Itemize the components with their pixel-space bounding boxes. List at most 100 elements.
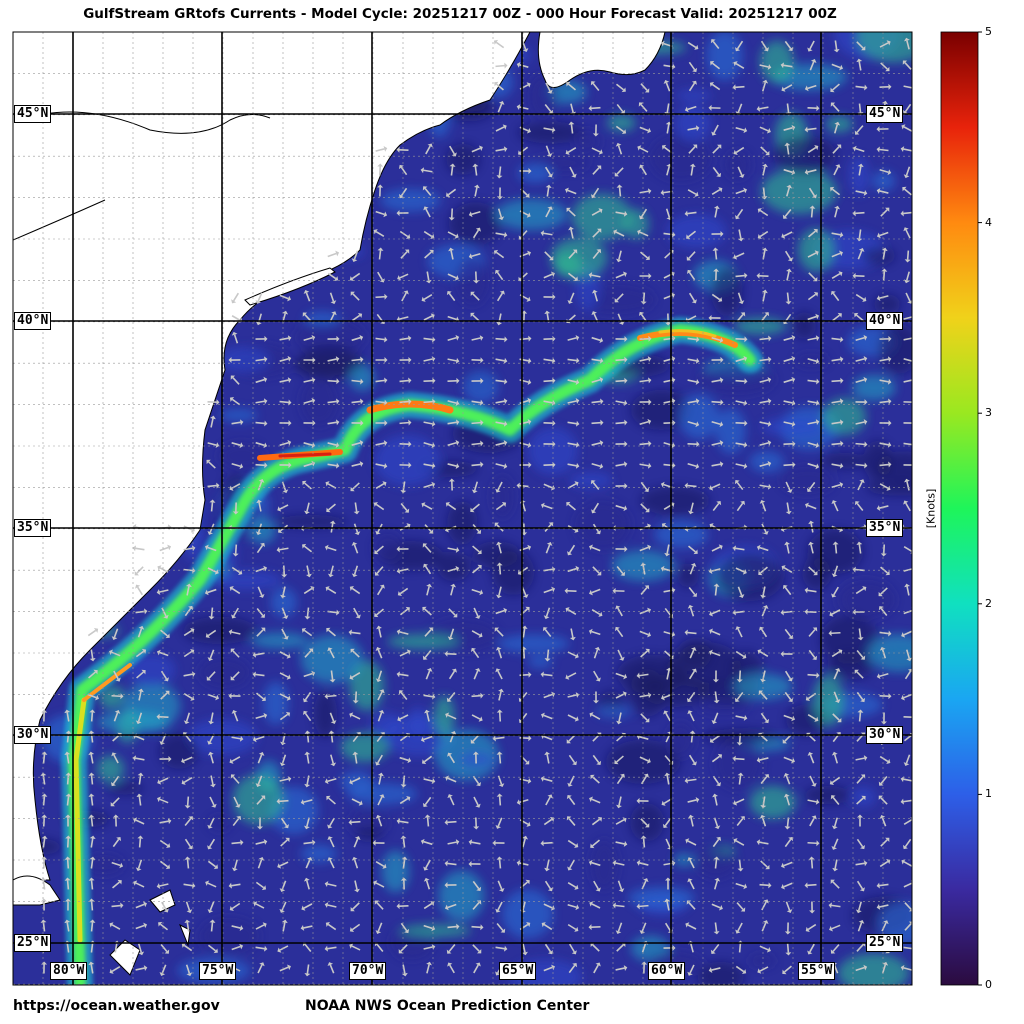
current-arrow — [183, 545, 196, 552]
current-arrow — [856, 58, 863, 71]
current-arrow — [280, 837, 290, 847]
current-arrow — [88, 751, 95, 764]
current-arrow — [687, 462, 700, 470]
current-arrow — [567, 692, 580, 698]
current-arrow — [496, 923, 506, 933]
current-arrow — [688, 502, 694, 515]
current-arrow — [303, 334, 316, 341]
current-arrow — [327, 442, 340, 448]
current-arrow — [855, 462, 868, 469]
current-arrow — [591, 289, 599, 302]
current-arrow — [302, 691, 312, 703]
current-arrow — [252, 671, 265, 678]
current-arrow — [516, 482, 529, 489]
current-arrow — [735, 40, 744, 52]
lon-label-60: 60°W — [648, 962, 686, 980]
current-arrow — [471, 377, 484, 384]
current-arrow — [808, 228, 818, 238]
current-arrow — [878, 606, 888, 617]
current-arrow — [229, 902, 241, 911]
current-arrow — [207, 944, 218, 954]
current-arrow — [110, 775, 120, 787]
current-arrow — [303, 877, 310, 890]
current-arrow — [422, 606, 432, 616]
current-arrow — [279, 754, 287, 767]
current-arrow — [304, 607, 311, 620]
current-arrow — [184, 838, 193, 850]
current-arrow — [688, 814, 694, 827]
current-arrow — [349, 943, 361, 951]
current-arrow — [375, 377, 388, 384]
current-arrow — [445, 775, 457, 783]
current-arrow — [904, 902, 912, 912]
current-arrow — [516, 799, 529, 806]
current-arrow — [327, 647, 335, 659]
current-arrow — [688, 80, 697, 92]
current-arrow — [448, 478, 455, 491]
current-arrow — [569, 628, 576, 641]
current-arrow — [449, 145, 457, 157]
colorbar-tick-2: 2 — [985, 597, 992, 610]
current-arrow — [65, 898, 72, 911]
current-arrow — [613, 229, 625, 237]
current-arrow — [256, 795, 266, 805]
current-arrow — [376, 584, 385, 596]
current-arrow — [737, 772, 744, 785]
current-arrow — [471, 399, 484, 406]
current-arrow — [568, 226, 574, 239]
current-arrow — [829, 776, 841, 786]
current-arrow — [279, 711, 291, 721]
current-arrow — [279, 399, 292, 406]
current-arrow — [804, 587, 817, 594]
current-arrow — [399, 356, 412, 363]
current-arrow — [396, 628, 409, 635]
current-arrow — [257, 586, 265, 598]
current-arrow — [879, 169, 892, 176]
current-arrow — [445, 188, 457, 198]
current-arrow — [615, 440, 628, 447]
current-arrow — [135, 965, 148, 972]
current-arrow — [231, 292, 240, 304]
current-arrow — [159, 818, 172, 825]
current-arrow — [710, 60, 721, 70]
current-arrow — [712, 166, 722, 178]
current-arrow — [471, 419, 484, 426]
current-arrow — [592, 165, 602, 175]
current-arrow — [732, 755, 745, 762]
current-arrow — [160, 690, 170, 700]
current-arrow — [735, 626, 743, 638]
current-arrow — [592, 249, 602, 260]
current-arrow — [472, 944, 482, 954]
current-arrow — [639, 251, 650, 261]
current-arrow — [161, 607, 169, 619]
current-arrow — [756, 757, 769, 763]
current-arrow — [496, 856, 503, 869]
current-arrow — [89, 919, 96, 932]
current-arrow — [809, 205, 816, 218]
current-arrow — [615, 482, 628, 489]
current-arrow — [807, 462, 820, 470]
current-arrow — [519, 442, 532, 449]
current-arrow — [401, 856, 408, 869]
current-arrow — [903, 754, 911, 767]
current-arrow — [422, 649, 432, 660]
current-arrow — [304, 751, 311, 764]
current-arrow — [208, 607, 215, 620]
current-arrow — [831, 398, 844, 405]
current-arrow — [737, 292, 745, 305]
current-arrow — [446, 944, 456, 954]
current-arrow — [303, 817, 310, 830]
current-arrow — [375, 861, 387, 869]
current-arrow — [181, 942, 193, 952]
current-arrow — [713, 856, 720, 869]
current-arrow — [351, 420, 364, 427]
current-arrow — [349, 712, 361, 720]
current-arrow — [783, 772, 791, 785]
current-arrow — [231, 839, 244, 846]
current-arrow — [640, 648, 650, 658]
current-arrow — [616, 712, 622, 725]
current-arrow — [567, 398, 580, 404]
current-arrow — [759, 64, 772, 70]
current-arrow — [880, 207, 890, 217]
current-arrow — [111, 693, 124, 700]
